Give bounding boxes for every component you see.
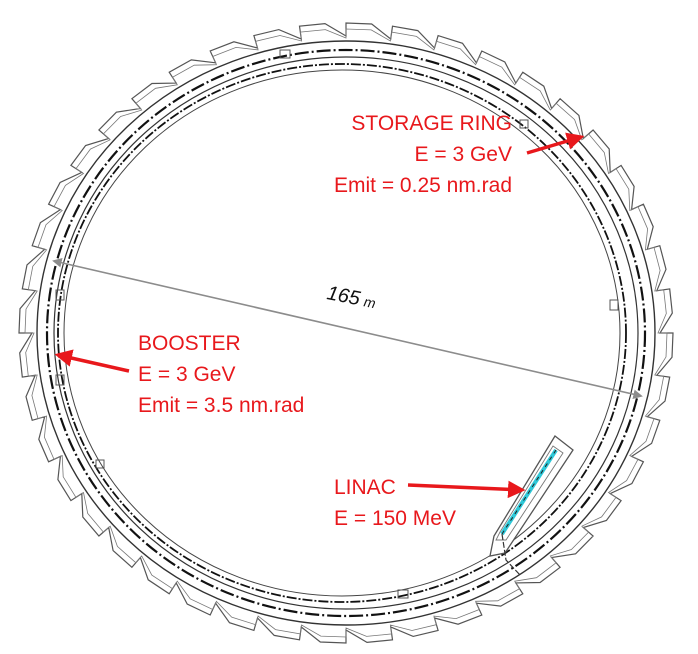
booster-arrow [54, 349, 130, 373]
storage-ring-name: STORAGE RING [351, 112, 512, 135]
storage-ring-label: STORAGE RING E = 3 GeV Emit = 0.25 nm.ra… [334, 108, 512, 201]
booster-name: BOOSTER [138, 332, 241, 355]
linac-building [489, 435, 574, 576]
storage-ring-outer-wall [36, 40, 656, 626]
linac-label: LINAC E = 150 MeV [334, 472, 456, 534]
storage-ring-arrow [526, 132, 585, 155]
booster-energy: E = 3 GeV [138, 363, 236, 386]
outer-building-outline-inner [24, 28, 668, 638]
booster-label: BOOSTER E = 3 GeV Emit = 3.5 nm.rad [138, 328, 304, 421]
linac-name: LINAC [334, 476, 396, 499]
storage-ring-beamline [45, 48, 647, 618]
diameter-line [52, 258, 643, 399]
linac-energy: E = 150 MeV [334, 507, 456, 530]
storage-ring-emittance: Emit = 0.25 nm.rad [334, 174, 512, 197]
booster-emittance: Emit = 3.5 nm.rad [138, 394, 305, 417]
storage-ring-energy: E = 3 GeV [414, 143, 512, 166]
linac-arrow [407, 480, 526, 499]
outer-building-outline [18, 22, 674, 644]
